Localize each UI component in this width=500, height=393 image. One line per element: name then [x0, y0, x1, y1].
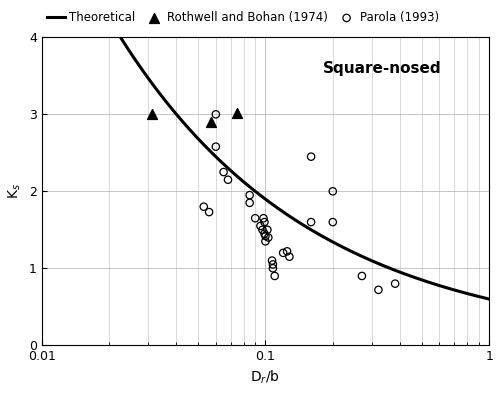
- Parola (1993): [262, 233, 270, 239]
- Theoretical: [228, 169, 234, 174]
- Text: Square-nosed: Square-nosed: [322, 61, 441, 75]
- Parola (1993): [279, 250, 287, 256]
- Theoretical: [330, 240, 336, 244]
- Parola (1993): [224, 176, 232, 183]
- Parola (1993): [329, 219, 337, 225]
- Parola (1993): [258, 227, 266, 233]
- Parola (1993): [268, 257, 276, 264]
- Parola (1993): [260, 215, 268, 221]
- Parola (1993): [246, 200, 254, 206]
- Parola (1993): [260, 219, 268, 225]
- X-axis label: D$_r$/b: D$_r$/b: [250, 369, 280, 386]
- Parola (1993): [246, 192, 254, 198]
- Y-axis label: K$_s$: K$_s$: [7, 183, 24, 199]
- Parola (1993): [212, 143, 220, 150]
- Theoretical: [370, 259, 376, 264]
- Legend: Theoretical, Rothwell and Bohan (1974), Parola (1993): Theoretical, Rothwell and Bohan (1974), …: [42, 6, 444, 29]
- Parola (1993): [286, 253, 294, 260]
- Rothwell and Bohan (1974): [207, 119, 215, 125]
- Parola (1993): [212, 111, 220, 118]
- Parola (1993): [260, 230, 268, 237]
- Parola (1993): [358, 273, 366, 279]
- Parola (1993): [264, 234, 272, 241]
- Line: Theoretical: Theoretical: [60, 0, 494, 300]
- Rothwell and Bohan (1974): [234, 110, 241, 116]
- Parola (1993): [374, 286, 382, 293]
- Parola (1993): [264, 227, 272, 233]
- Theoretical: [491, 298, 497, 303]
- Parola (1993): [200, 204, 208, 210]
- Parola (1993): [283, 248, 291, 255]
- Parola (1993): [251, 215, 259, 221]
- Parola (1993): [205, 209, 213, 215]
- Parola (1993): [307, 219, 315, 225]
- Parola (1993): [391, 281, 399, 287]
- Parola (1993): [269, 261, 277, 268]
- Rothwell and Bohan (1974): [148, 111, 156, 118]
- Parola (1993): [262, 238, 270, 244]
- Parola (1993): [329, 188, 337, 195]
- Theoretical: [198, 140, 204, 144]
- Parola (1993): [269, 265, 277, 272]
- Parola (1993): [256, 223, 264, 229]
- Theoretical: [108, 21, 114, 26]
- Parola (1993): [270, 273, 278, 279]
- Parola (1993): [307, 154, 315, 160]
- Parola (1993): [220, 169, 228, 175]
- Theoretical: [372, 260, 378, 264]
